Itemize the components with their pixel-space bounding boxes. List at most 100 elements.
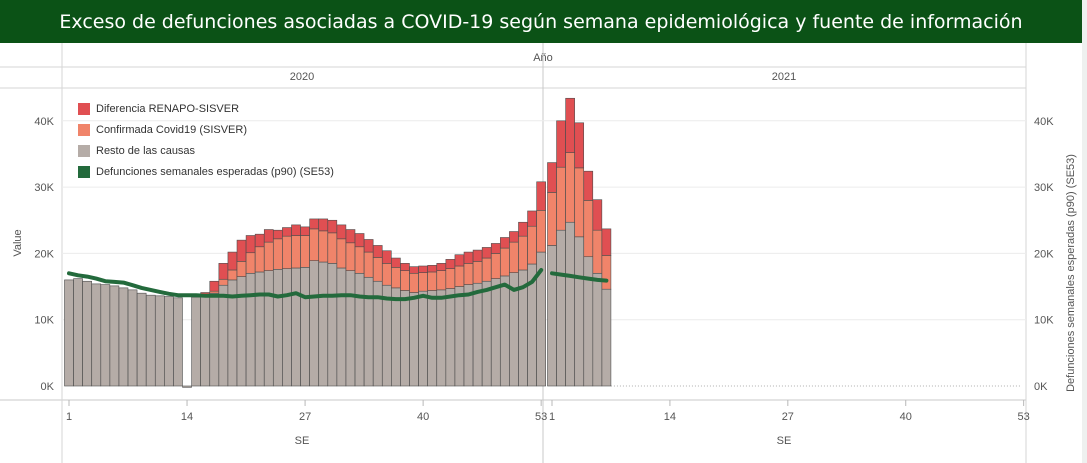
bar-confirmada-2020-se49[interactable]	[500, 247, 510, 277]
bar-confirmada-2020-se53[interactable]	[536, 210, 546, 253]
bar-diferencia-2020-se51[interactable]	[518, 221, 528, 237]
bar-diferencia-2020-se37[interactable]	[391, 257, 401, 268]
bar-confirmada-2020-se27[interactable]	[300, 235, 310, 268]
bar-resto-2020-se20[interactable]	[236, 276, 247, 387]
bar-resto-2021-se2[interactable]	[556, 229, 566, 387]
bar-diferencia-2020-se17[interactable]	[209, 280, 220, 292]
bar-diferencia-2020-se35[interactable]	[372, 245, 383, 258]
bar-diferencia-2020-se44[interactable]	[454, 254, 465, 267]
bar-confirmada-2020-se32[interactable]	[345, 242, 356, 271]
bar-resto-2020-se6[interactable]	[109, 285, 120, 387]
bar-diferencia-2020-se46[interactable]	[472, 249, 483, 262]
bar-resto-2020-se4[interactable]	[91, 283, 102, 387]
bar-confirmada-2020-se52[interactable]	[527, 225, 537, 265]
bar-confirmada-2020-se28[interactable]	[309, 228, 319, 261]
bar-diferencia-2020-se31[interactable]	[336, 224, 347, 240]
bar-diferencia-2020-se18[interactable]	[218, 263, 229, 280]
bar-resto-2020-se14[interactable]	[182, 385, 192, 388]
bar-confirmada-2020-se22[interactable]	[254, 246, 265, 273]
bar-resto-2020-se40[interactable]	[418, 290, 428, 387]
bar-resto-2020-se9[interactable]	[136, 292, 147, 387]
bar-diferencia-2020-se24[interactable]	[273, 229, 283, 240]
bar-diferencia-2020-se42[interactable]	[436, 263, 447, 271]
bar-resto-2021-se4[interactable]	[574, 236, 585, 387]
bar-confirmada-2020-se44[interactable]	[454, 265, 465, 287]
bar-diferencia-2020-se30[interactable]	[327, 219, 338, 234]
bar-confirmada-2021-se3[interactable]	[565, 152, 575, 223]
bar-confirmada-2021-se7[interactable]	[601, 255, 612, 290]
bar-resto-2020-se11[interactable]	[155, 295, 165, 387]
bar-resto-2021-se3[interactable]	[565, 221, 575, 387]
bar-confirmada-2020-se33[interactable]	[354, 246, 365, 274]
bar-confirmada-2021-se6[interactable]	[592, 229, 603, 274]
bar-resto-2020-se18[interactable]	[218, 284, 229, 387]
bar-resto-2020-se7[interactable]	[118, 287, 129, 387]
bar-diferencia-2020-se38[interactable]	[400, 263, 410, 271]
bar-diferencia-2020-se27[interactable]	[300, 226, 310, 236]
bar-diferencia-2021-se3[interactable]	[565, 97, 575, 153]
bar-resto-2020-se41[interactable]	[427, 290, 438, 387]
bar-diferencia-2020-se53[interactable]	[536, 181, 546, 211]
bar-diferencia-2020-se47[interactable]	[481, 247, 492, 259]
bar-diferencia-2020-se33[interactable]	[354, 233, 365, 248]
bar-resto-2020-se43[interactable]	[445, 288, 456, 387]
bar-resto-2020-se31[interactable]	[336, 267, 347, 387]
expected-deaths-line-2021[interactable]	[550, 271, 609, 283]
bar-confirmada-2020-se42[interactable]	[436, 270, 447, 291]
bar-resto-2020-se46[interactable]	[472, 282, 483, 387]
bar-diferencia-2020-se23[interactable]	[263, 229, 274, 243]
bar-confirmada-2020-se20[interactable]	[236, 261, 247, 277]
bar-resto-2020-se8[interactable]	[127, 289, 138, 387]
bar-diferencia-2020-se20[interactable]	[236, 239, 247, 262]
bar-confirmada-2020-se36[interactable]	[381, 263, 392, 286]
bar-confirmada-2020-se48[interactable]	[490, 253, 501, 279]
bar-diferencia-2020-se48[interactable]	[490, 243, 501, 254]
bar-resto-2020-se10[interactable]	[145, 294, 156, 387]
bar-resto-2020-se49[interactable]	[500, 275, 510, 387]
bar-diferencia-2021-se7[interactable]	[601, 228, 612, 256]
bar-confirmada-2020-se45[interactable]	[463, 263, 474, 285]
bar-resto-2021-se5[interactable]	[583, 256, 594, 387]
bar-diferencia-2021-se4[interactable]	[574, 122, 585, 169]
bar-resto-2020-se37[interactable]	[391, 287, 401, 387]
bar-confirmada-2020-se31[interactable]	[336, 238, 347, 269]
bar-confirmada-2020-se47[interactable]	[481, 257, 492, 282]
bar-confirmada-2020-se38[interactable]	[400, 270, 410, 291]
bar-diferencia-2020-se40[interactable]	[418, 265, 428, 273]
bar-resto-2020-se17[interactable]	[209, 292, 220, 387]
bar-diferencia-2020-se45[interactable]	[463, 251, 474, 264]
legend-item[interactable]: Resto de las causas	[78, 144, 195, 158]
bar-diferencia-2020-se28[interactable]	[309, 218, 319, 230]
bar-confirmada-2020-se50[interactable]	[509, 241, 519, 273]
bar-confirmada-2020-se34[interactable]	[363, 251, 374, 278]
bar-resto-2020-se24[interactable]	[273, 269, 283, 387]
bar-resto-2021-se7[interactable]	[601, 288, 612, 387]
bar-resto-2020-se34[interactable]	[363, 276, 374, 387]
bar-diferencia-2020-se29[interactable]	[318, 218, 329, 232]
bar-resto-2020-se25[interactable]	[282, 268, 292, 387]
bar-diferencia-2020-se21[interactable]	[245, 235, 256, 254]
bar-confirmada-2021-se1[interactable]	[547, 192, 557, 246]
bar-diferencia-2020-se41[interactable]	[427, 265, 438, 273]
bar-diferencia-2020-se26[interactable]	[291, 224, 301, 236]
bar-confirmada-2020-se25[interactable]	[282, 235, 292, 269]
bar-confirmada-2021-se2[interactable]	[556, 166, 566, 231]
bar-diferencia-2020-se49[interactable]	[500, 237, 510, 249]
bar-confirmada-2020-se43[interactable]	[445, 268, 456, 289]
bar-resto-2020-se30[interactable]	[327, 263, 338, 387]
bar-resto-2021-se1[interactable]	[547, 245, 557, 387]
bar-confirmada-2020-se46[interactable]	[472, 261, 483, 284]
bar-resto-2020-se3[interactable]	[82, 280, 92, 387]
bar-resto-2020-se5[interactable]	[100, 284, 111, 387]
bar-resto-2020-se13[interactable]	[173, 297, 183, 387]
bar-confirmada-2020-se21[interactable]	[245, 252, 256, 274]
bar-resto-2020-se32[interactable]	[345, 270, 356, 387]
bar-resto-2020-se29[interactable]	[318, 261, 329, 387]
bar-confirmada-2020-se18[interactable]	[218, 278, 229, 286]
bar-confirmada-2021-se4[interactable]	[574, 167, 585, 238]
bar-diferencia-2021-se2[interactable]	[556, 120, 566, 168]
bar-diferencia-2020-se25[interactable]	[282, 227, 292, 237]
bar-diferencia-2020-se36[interactable]	[381, 250, 392, 264]
bar-confirmada-2020-se40[interactable]	[418, 272, 428, 292]
legend-item[interactable]: Diferencia RENAPO-SISVER	[78, 102, 239, 116]
